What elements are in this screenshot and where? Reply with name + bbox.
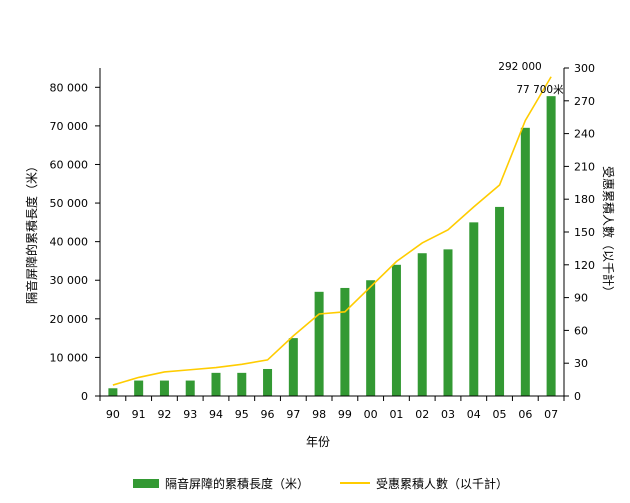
bar-93 [185, 380, 195, 396]
left-tick-label: 40 000 [50, 236, 89, 249]
right-axis-ticks: 0 30 60 90 120 150 180 210 240 270 300 [564, 62, 595, 403]
x-tick-label: 00 [364, 408, 378, 421]
y-axis-title: 隔音屏障的累積長度（米） [24, 160, 39, 304]
bar-01 [391, 264, 401, 396]
x-tick-label: 07 [544, 408, 558, 421]
bar-96 [263, 368, 273, 396]
x-axis-title: 年份 [306, 435, 330, 449]
x-tick-label: 90 [106, 408, 120, 421]
legend-label-line: 受惠累積人數（以千計） [376, 476, 509, 491]
bar-05 [495, 206, 505, 396]
legend-item-bars: 隔音屏障的累積長度（米） [133, 473, 309, 493]
x-tick-label: 95 [235, 408, 249, 421]
x-tick-label: 05 [493, 408, 507, 421]
bar-06 [520, 127, 530, 396]
right-tick-label: 120 [574, 259, 595, 272]
x-tick-label: 98 [312, 408, 326, 421]
left-tick-label: 80 000 [50, 81, 89, 94]
left-tick-label: 20 000 [50, 313, 89, 326]
x-axis-ticks: 90 91 92 93 94 95 96 97 98 99 00 01 02 03 04 05 06 07 [99, 396, 565, 421]
bar-03 [443, 249, 453, 396]
bar-95 [237, 372, 247, 396]
bar-00 [366, 280, 376, 396]
left-tick-label: 10 000 [50, 351, 89, 364]
x-tick-label: 97 [286, 408, 300, 421]
left-tick-label: 70 000 [50, 120, 89, 133]
legend-label-bars: 隔音屏障的累積長度（米） [165, 476, 310, 491]
line-series [112, 76, 552, 386]
bar-end-label: 77 700米 [516, 83, 564, 96]
right-tick-label: 0 [574, 390, 581, 403]
right-tick-label: 180 [574, 193, 595, 206]
bar-92 [159, 380, 169, 396]
x-tick-label: 94 [209, 408, 223, 421]
bar-07 [546, 96, 556, 397]
x-tick-label: 01 [389, 408, 403, 421]
x-tick-label: 06 [518, 408, 532, 421]
line-end-label: 292 000 [498, 61, 541, 73]
right-tick-label: 60 [574, 324, 588, 337]
left-tick-label: 50 000 [50, 197, 89, 210]
y2-axis-title: 受惠累積人數（以千計） [601, 166, 616, 298]
bar-series [108, 96, 556, 397]
right-tick-label: 270 [574, 95, 595, 108]
right-tick-label: 240 [574, 128, 595, 141]
right-tick-label: 90 [574, 292, 588, 305]
bar-94 [211, 372, 221, 396]
right-tick-label: 300 [574, 62, 595, 75]
axes [99, 68, 565, 397]
x-tick-label: 02 [415, 408, 429, 421]
left-tick-label: 0 [81, 390, 88, 403]
bar-04 [469, 222, 479, 396]
x-tick-label: 92 [157, 408, 171, 421]
left-tick-label: 60 000 [50, 158, 89, 171]
right-tick-label: 210 [574, 160, 595, 173]
legend: 隔音屏障的累積長度（米） 受惠累積人數（以千計） [0, 473, 630, 493]
legend-item-line: 受惠累積人數（以千計） [340, 473, 508, 493]
x-tick-label: 99 [338, 408, 352, 421]
legend-line-swatch [340, 482, 370, 484]
x-tick-label: 96 [261, 408, 275, 421]
bar-90 [108, 388, 118, 396]
legend-bar-swatch [133, 478, 159, 488]
right-tick-label: 150 [574, 226, 595, 239]
bar-02 [417, 253, 427, 396]
x-tick-label: 03 [441, 408, 455, 421]
x-tick-label: 93 [183, 408, 197, 421]
left-axis-ticks: 0 10 000 20 000 30 000 40 000 50 000 60 000 70 … [50, 81, 100, 403]
left-tick-label: 30 000 [50, 274, 89, 287]
bar-99 [340, 287, 350, 396]
x-tick-label: 04 [467, 408, 481, 421]
right-tick-label: 30 [574, 357, 588, 370]
bar-91 [134, 380, 144, 396]
bar-97 [288, 338, 298, 396]
bar-98 [314, 291, 324, 396]
x-tick-label: 91 [132, 408, 146, 421]
